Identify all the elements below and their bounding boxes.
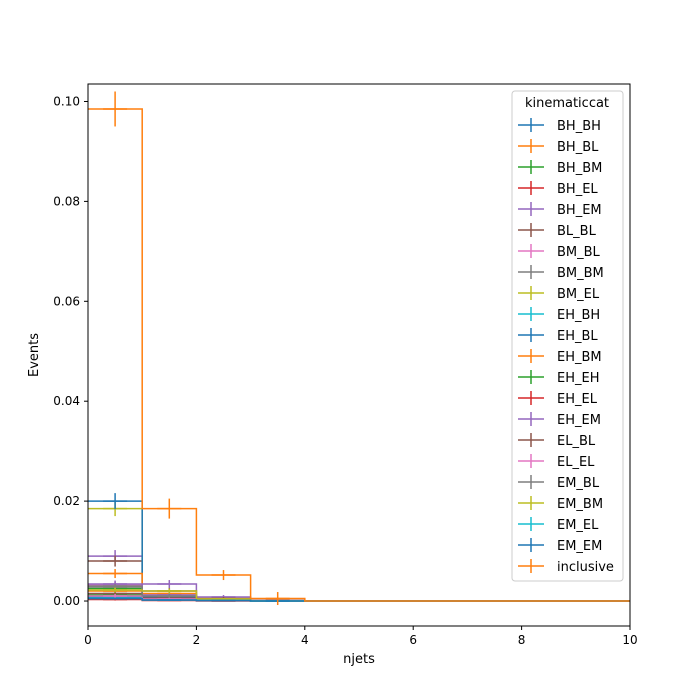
legend-label: BH_BH <box>557 119 601 134</box>
legend-label: inclusive <box>557 560 614 575</box>
legend-entry: EH_EH <box>518 370 599 386</box>
data-point <box>211 570 236 581</box>
y-axis: 0.00 0.02 0.04 0.06 0.08 0.10 <box>53 94 88 608</box>
legend-label: EH_EM <box>557 413 601 428</box>
x-tick-label: 6 <box>409 633 417 647</box>
legend-label: EH_BH <box>557 308 600 323</box>
legend-label: EL_BL <box>557 434 596 449</box>
legend-label: EH_BL <box>557 329 598 344</box>
legend-label: BM_EL <box>557 287 600 302</box>
legend: kinematiccat BH_BH BH_BL BH_BM BH_EL BH_EM BL… <box>511 90 624 582</box>
data-point <box>157 498 182 519</box>
x-tick-label: 10 <box>622 633 637 647</box>
legend-entry: BM_EL <box>518 286 600 302</box>
data-point <box>211 598 236 601</box>
data-point <box>103 587 128 593</box>
legend-entry: EM_BM <box>518 496 603 512</box>
legend-label: BH_BL <box>557 140 599 155</box>
y-tick-label: 0.04 <box>53 394 80 408</box>
y-axis-label: Events <box>27 333 42 377</box>
x-tick-label: 0 <box>84 633 92 647</box>
legend-entry: EH_EM <box>518 412 601 428</box>
legend-label: EH_EL <box>557 392 598 407</box>
legend-label: EL_EL <box>557 455 595 470</box>
data-point <box>157 580 182 589</box>
legend-box <box>511 90 624 582</box>
legend-entry: EH_BM <box>518 349 602 365</box>
x-tick-label: 4 <box>301 633 309 647</box>
legend-label: EM_EM <box>557 539 602 554</box>
legend-entry: EH_BL <box>518 328 598 344</box>
legend-label: EM_BL <box>557 476 600 491</box>
legend-entry: BL_BL <box>518 223 597 239</box>
data-point <box>265 592 290 606</box>
y-tick-label: 0.06 <box>53 294 80 308</box>
data-point <box>157 594 182 599</box>
series-inclusive <box>88 91 630 606</box>
legend-entry: BM_BL <box>518 244 601 260</box>
legend-label: BM_BM <box>557 266 604 281</box>
data-point <box>211 599 236 602</box>
legend-label: BH_EM <box>557 203 602 218</box>
legend-entry: BM_BM <box>518 265 604 281</box>
legend-entry: inclusive <box>518 559 614 575</box>
legend-entry: BH_EM <box>518 202 602 218</box>
plot-area <box>88 91 630 606</box>
data-point <box>103 493 128 510</box>
y-tick-label: 0.02 <box>53 494 80 508</box>
legend-label: BL_BL <box>557 224 597 239</box>
legend-label: BM_BL <box>557 245 601 260</box>
y-tick-label: 0.00 <box>53 594 80 608</box>
legend-label: EM_EL <box>557 518 599 533</box>
legend-entry: EM_EM <box>518 538 602 554</box>
x-axis-label: njets <box>343 652 375 667</box>
x-tick-label: 8 <box>518 633 526 647</box>
legend-title: kinematiccat <box>525 96 609 111</box>
legend-label: BH_EL <box>557 182 598 197</box>
legend-entry: EM_BL <box>518 475 600 491</box>
plot-frame <box>87 83 631 627</box>
legend-entry: EM_EL <box>518 517 599 533</box>
legend-label: EH_EH <box>557 371 599 386</box>
legend-label: EM_BM <box>557 497 603 512</box>
legend-entry: BH_BM <box>518 160 602 176</box>
legend-label: BH_BM <box>557 161 602 176</box>
legend-entry: EL_EL <box>518 454 595 470</box>
data-point <box>103 597 128 600</box>
legend-label: EH_BM <box>557 350 602 365</box>
data-point <box>103 569 128 579</box>
legend-entry: EH_BH <box>518 307 600 323</box>
data-point <box>103 555 128 567</box>
y-tick-label: 0.10 <box>53 94 80 108</box>
data-point <box>157 599 182 601</box>
x-tick-label: 2 <box>193 633 201 647</box>
legend-entry: BH_BH <box>518 118 601 134</box>
legend-entry: EH_EL <box>518 391 598 407</box>
series-EM_EM <box>88 597 630 602</box>
legend-entry: EL_BL <box>518 433 596 449</box>
data-point <box>103 91 128 127</box>
data-point <box>157 588 182 594</box>
legend-entry: BH_EL <box>518 181 598 197</box>
data-point <box>103 594 128 599</box>
x-axis: 0 2 4 6 8 10 <box>84 626 638 647</box>
y-tick-label: 0.08 <box>53 194 80 208</box>
legend-entry: BH_BL <box>518 139 599 155</box>
